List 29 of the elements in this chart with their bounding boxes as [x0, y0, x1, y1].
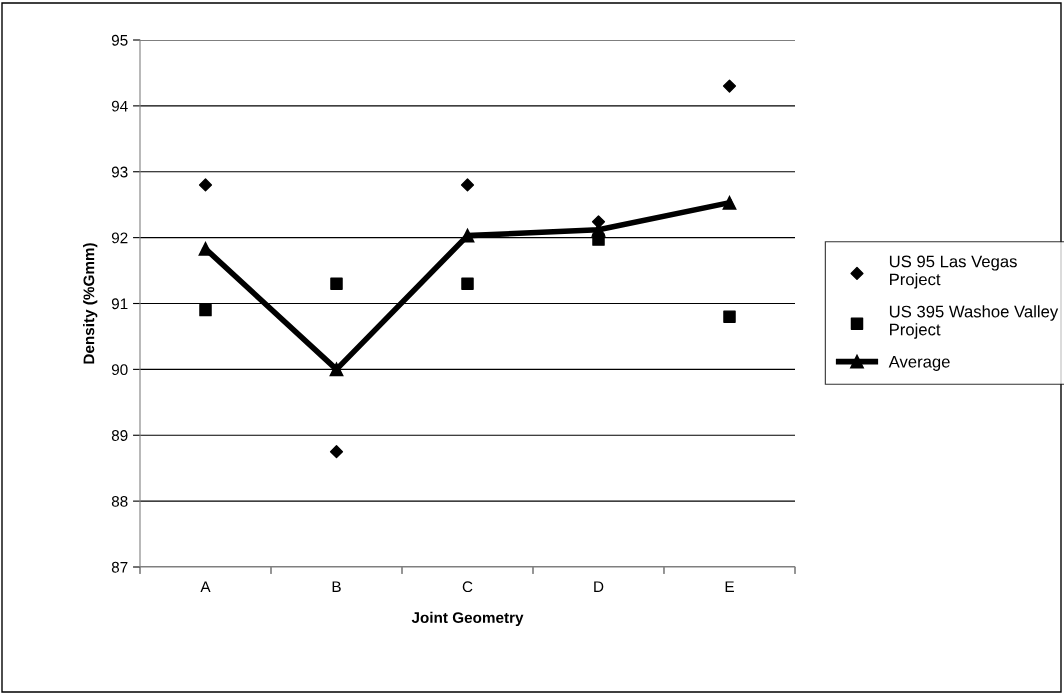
point — [329, 445, 344, 459]
y-tick-label: 95 — [111, 34, 128, 46]
legend-label: US 95 Las Vegas Project — [889, 255, 1017, 289]
legend-label: US 395 Washoe Valley Project — [889, 305, 1059, 339]
y-axis-title: Density (%Gmm) — [83, 243, 98, 364]
point — [461, 277, 474, 290]
point — [723, 310, 736, 323]
y-tick-label: 88 — [111, 495, 128, 507]
y-tick-label: 91 — [111, 298, 128, 310]
point — [330, 277, 343, 290]
point — [329, 362, 344, 377]
x-tick-label: B — [332, 581, 341, 592]
point — [722, 195, 737, 210]
y-tick-label: 89 — [111, 430, 128, 441]
legend-label: Average — [888, 356, 950, 371]
point — [199, 303, 212, 317]
x-tick-label: C — [462, 581, 473, 593]
y-tick-label: 92 — [111, 232, 128, 244]
point — [722, 79, 737, 93]
x-axis-title: Joint Geometry — [411, 611, 524, 627]
x-tick-label: E — [725, 581, 734, 592]
point — [460, 178, 475, 192]
y-tick-label: 94 — [111, 100, 128, 112]
x-tick-label: A — [200, 581, 211, 592]
y-tick-label: 87 — [111, 561, 128, 573]
y-tick-label: 93 — [111, 166, 128, 178]
x-tick-label: D — [594, 581, 604, 592]
y-tick-label: 90 — [111, 364, 128, 376]
point — [198, 178, 213, 192]
